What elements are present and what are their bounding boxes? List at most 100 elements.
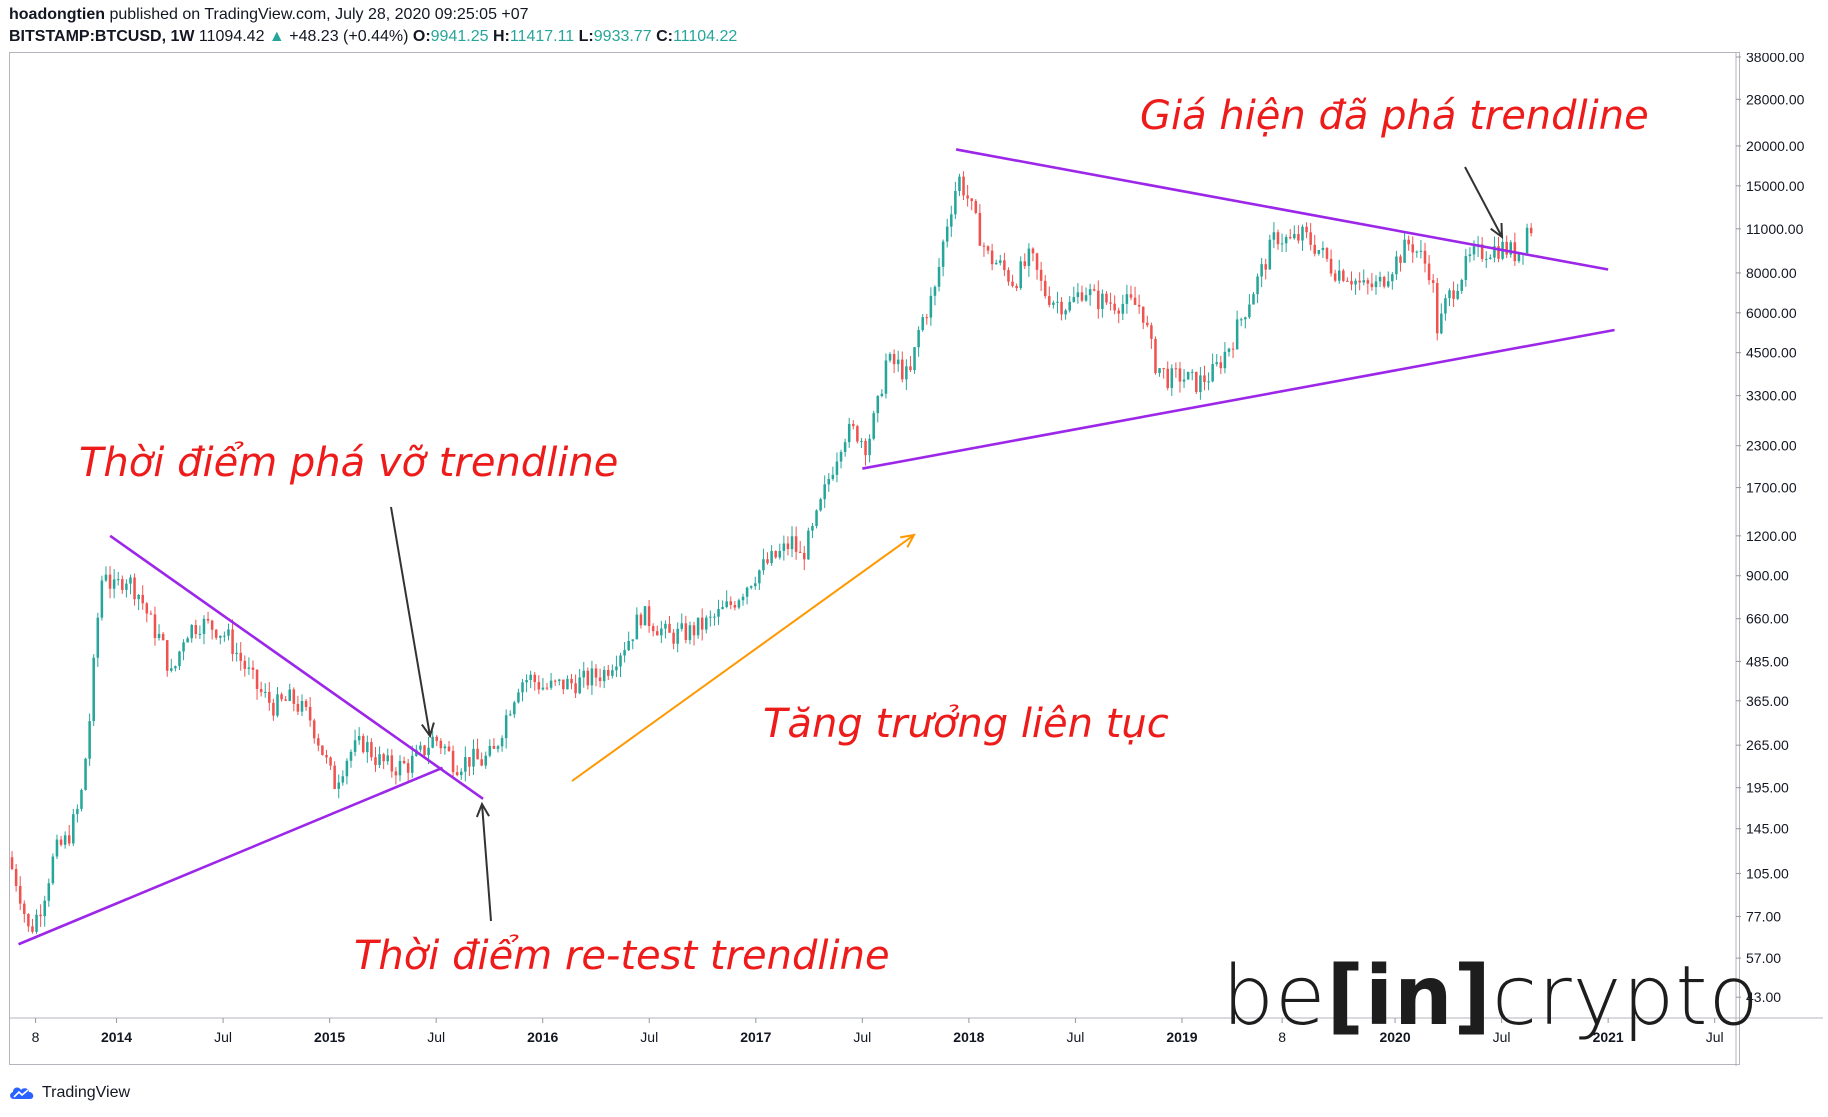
- candle-body: [655, 631, 659, 636]
- candle-body: [1158, 368, 1161, 374]
- candle-body: [1084, 295, 1088, 301]
- candle-body: [386, 755, 390, 762]
- candle-body: [1407, 239, 1410, 245]
- candle-body: [1064, 310, 1067, 315]
- candle-body: [1211, 364, 1214, 382]
- candle-body: [1497, 246, 1500, 259]
- x-tick-label: 2017: [740, 1029, 771, 1045]
- candle-body: [419, 745, 422, 750]
- candle-body: [1489, 257, 1492, 259]
- candle-body: [1529, 227, 1533, 234]
- candle-body: [1195, 371, 1198, 393]
- candle-body: [1182, 379, 1186, 382]
- candle-body: [492, 745, 496, 749]
- candle-body: [1411, 244, 1415, 253]
- x-tick-label: Jul: [853, 1029, 871, 1045]
- x-tick-label: 2018: [953, 1029, 984, 1045]
- candle-body: [366, 742, 369, 753]
- candle-body: [427, 747, 430, 756]
- y-tick-label: 4500.00: [1746, 345, 1797, 361]
- candle-body: [639, 614, 643, 626]
- price-chart[interactable]: 38000.00 28000.00 20000.00 15000.00 11000.00…: [10, 53, 1828, 1066]
- brand-mid: [in]: [1326, 949, 1492, 1044]
- candle-body: [905, 366, 908, 380]
- candle-body: [864, 440, 867, 456]
- y-tick-label: 3300.00: [1746, 388, 1797, 404]
- candle-body: [251, 667, 255, 670]
- candle-body: [664, 623, 667, 629]
- candle-body: [1480, 244, 1484, 259]
- candle-body: [1166, 368, 1169, 389]
- candle-body: [1484, 258, 1488, 260]
- y-tick-label: 11000.00: [1746, 221, 1804, 237]
- chart-frame[interactable]: 38000.00 28000.00 20000.00 15000.00 11000.00…: [9, 52, 1823, 1066]
- candle-body: [496, 746, 500, 749]
- candle-body: [133, 577, 136, 600]
- y-tick-label: 1200.00: [1746, 528, 1797, 544]
- close-value: 11104.22: [672, 28, 738, 45]
- candle-body: [1440, 313, 1443, 334]
- candle-body: [157, 633, 161, 638]
- candle-body: [1403, 239, 1406, 263]
- candle-body: [1391, 274, 1394, 282]
- y-tick-label: 195.00: [1746, 780, 1789, 796]
- candle-body: [337, 782, 341, 789]
- candle-body: [353, 740, 357, 752]
- candle-body: [186, 638, 189, 643]
- candle-body: [431, 736, 434, 748]
- candle-body: [982, 245, 986, 247]
- candle-body: [18, 885, 22, 904]
- tradingview-label: TradingView: [42, 1084, 131, 1101]
- candle-body: [999, 260, 1002, 263]
- candle-body: [733, 604, 737, 608]
- candle-body: [149, 613, 153, 615]
- candle-body: [676, 628, 679, 644]
- candle-body: [549, 680, 553, 688]
- candle-body: [1170, 368, 1174, 389]
- candle-body: [958, 176, 961, 192]
- candle-body: [276, 694, 279, 716]
- candle-body: [14, 869, 18, 886]
- candle-body: [794, 536, 798, 552]
- candle-body: [521, 682, 524, 693]
- candle-body: [27, 914, 30, 927]
- candle-body: [737, 600, 741, 608]
- brand-post: crypto: [1491, 949, 1760, 1044]
- candle-body: [321, 745, 324, 755]
- y-tick-label: 8000.00: [1746, 265, 1797, 281]
- candle-body: [47, 883, 51, 901]
- candle-body: [1382, 276, 1386, 287]
- candle-body: [831, 474, 835, 479]
- candle-body: [1109, 302, 1112, 304]
- candle-body: [1092, 289, 1096, 291]
- candle-body: [1003, 260, 1006, 271]
- candle-body: [280, 694, 283, 700]
- candle-body: [1199, 375, 1202, 393]
- candle-body: [435, 736, 439, 741]
- candle-body: [770, 551, 773, 564]
- candle-body: [994, 262, 998, 265]
- candle-body: [455, 772, 459, 776]
- candle-body: [1244, 317, 1247, 320]
- candle-body: [986, 246, 990, 251]
- open-label: O:: [412, 28, 431, 45]
- author-name[interactable]: hoadongtien: [9, 6, 105, 23]
- candle-body: [647, 606, 651, 627]
- candle-body: [1268, 239, 1272, 270]
- candle-body: [1456, 290, 1459, 299]
- candle-body: [1399, 256, 1402, 263]
- candle-body: [1162, 368, 1165, 370]
- candle-body: [705, 617, 708, 630]
- y-tick-label: 660.00: [1746, 611, 1789, 627]
- candle-body: [243, 660, 247, 669]
- low-value: 9933.77: [593, 28, 652, 45]
- candle-body: [651, 626, 655, 632]
- x-tick-label: Jul: [1066, 1029, 1084, 1045]
- candle-body: [263, 691, 267, 693]
- candle-body: [357, 736, 361, 741]
- candle-body: [884, 360, 888, 394]
- candle-body: [782, 543, 786, 551]
- y-tick-label: 15000.00: [1746, 178, 1805, 194]
- tradingview-footer[interactable]: TradingView: [8, 1082, 130, 1104]
- candle-body: [312, 720, 316, 739]
